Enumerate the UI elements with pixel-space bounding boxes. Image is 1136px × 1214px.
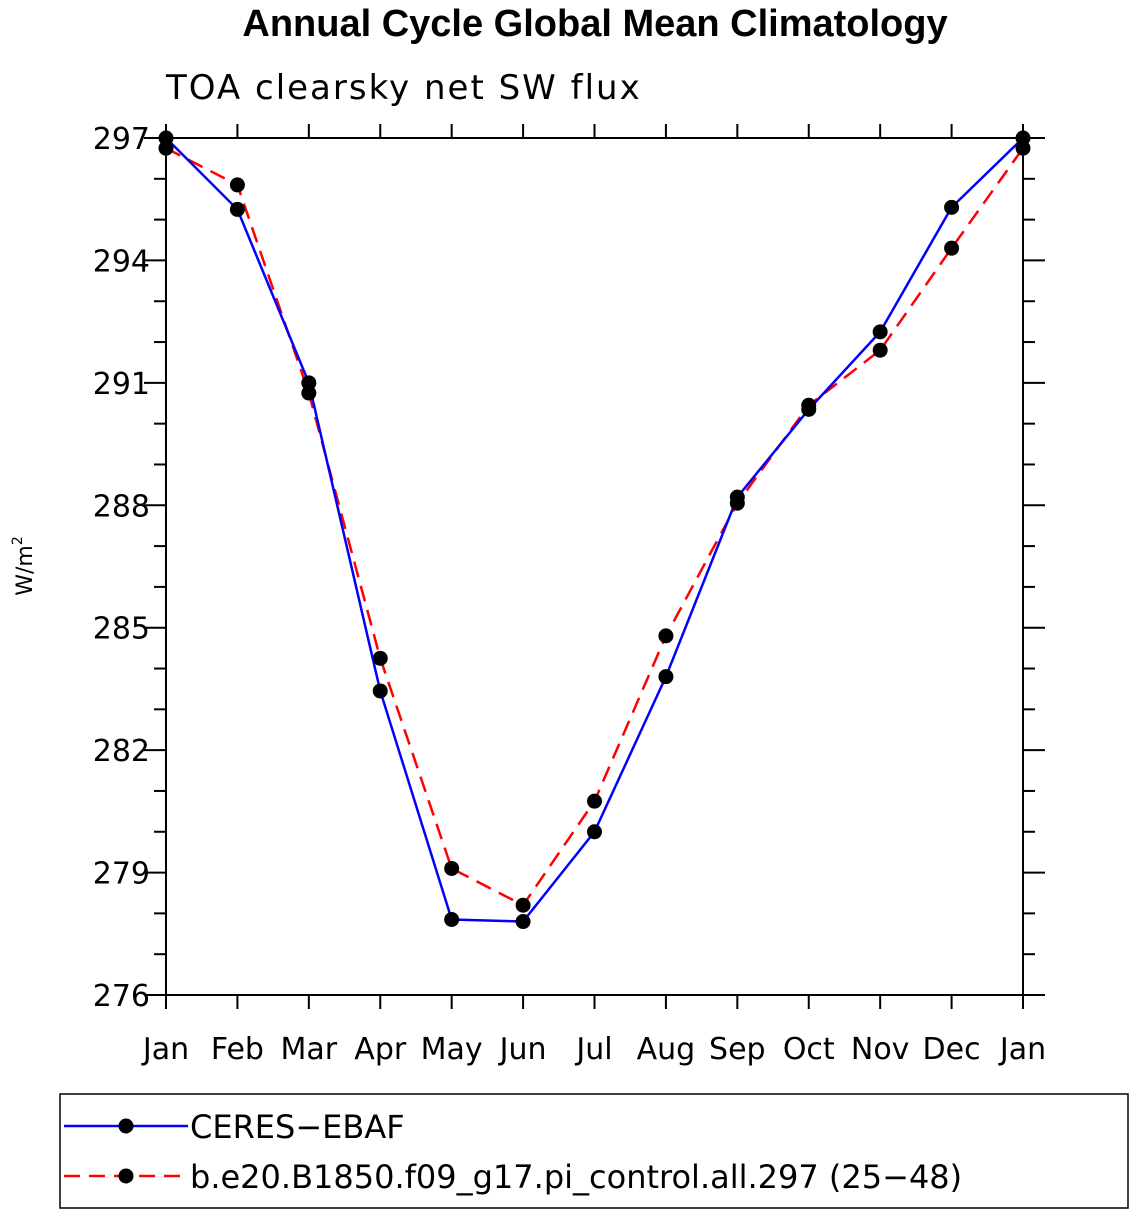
data-point-series-1 — [658, 628, 674, 644]
data-point-series-1 — [587, 793, 602, 809]
series-line-1 — [165, 147, 1025, 907]
x-tick-label: Nov — [851, 1032, 910, 1067]
y-tick-label: 297 — [93, 122, 150, 157]
y-tick-label: 282 — [93, 734, 150, 769]
data-point-series-0 — [301, 375, 317, 391]
x-tick-label: Jan — [141, 1032, 189, 1067]
y-tick-label: 279 — [93, 857, 150, 892]
x-tick-label: Dec — [923, 1032, 981, 1067]
y-axis-label: W/m2 — [10, 536, 38, 596]
y-tick-label: 276 — [93, 979, 150, 1014]
x-tick-label: Apr — [354, 1032, 407, 1067]
data-point-series-0 — [587, 824, 602, 840]
x-tick-label: Jan — [998, 1032, 1046, 1067]
legend-label-0: CERES−EBAF — [190, 1108, 405, 1146]
data-point-series-1 — [944, 240, 960, 256]
chart-subtitle: TOA clearsky net SW flux — [166, 68, 642, 108]
legend-marker-1 — [118, 1168, 134, 1184]
x-tick-label: Feb — [211, 1032, 264, 1067]
data-point-series-0 — [729, 489, 745, 505]
x-tick-label: May — [421, 1032, 483, 1067]
legend-label-1: b.e20.B1850.f09_g17.pi_control.all.297 (… — [190, 1158, 962, 1196]
y-tick-label: 288 — [93, 489, 150, 524]
data-point-series-1 — [229, 177, 245, 193]
x-tick-label: Sep — [709, 1032, 766, 1067]
x-tick-label: Jun — [498, 1032, 547, 1067]
y-tick-label: 291 — [93, 367, 150, 402]
data-point-series-0 — [658, 669, 674, 685]
data-point-series-1 — [872, 342, 888, 358]
data-point-series-0 — [944, 199, 960, 215]
y-tick-label: 285 — [93, 612, 150, 647]
x-tick-label: Jul — [574, 1032, 612, 1067]
y-tick-label: 294 — [93, 244, 150, 279]
data-point-series-1 — [515, 897, 531, 913]
series-markers — [158, 130, 1031, 930]
legend-box — [59, 1093, 1129, 1209]
data-point-series-0 — [801, 401, 817, 417]
data-point-series-1 — [444, 860, 460, 876]
data-point-series-0 — [229, 201, 245, 217]
legend-marker-0 — [118, 1118, 134, 1134]
x-tick-label: Aug — [637, 1032, 696, 1067]
x-tick-label: Oct — [783, 1032, 835, 1067]
chart-title: Annual Cycle Global Mean Climatology — [242, 3, 948, 45]
data-point-series-0 — [444, 912, 460, 928]
data-point-series-0 — [872, 324, 888, 340]
plot-frame — [165, 137, 1024, 996]
x-tick-label: Mar — [281, 1032, 338, 1067]
data-point-series-1 — [372, 650, 388, 666]
y-axis-label-superscript: 2 — [10, 536, 26, 545]
legend: CERES−EBAF b.e20.B1850.f09_g17.pi_control… — [59, 1093, 1129, 1209]
data-point-series-0 — [372, 683, 388, 699]
data-point-series-0 — [515, 914, 531, 930]
tick-labels: Jan Feb Mar Apr May Jun Jul Aug Sep Oct Nov Dec Jan 2… — [93, 122, 1046, 1067]
axis-ticks — [144, 124, 1045, 1009]
